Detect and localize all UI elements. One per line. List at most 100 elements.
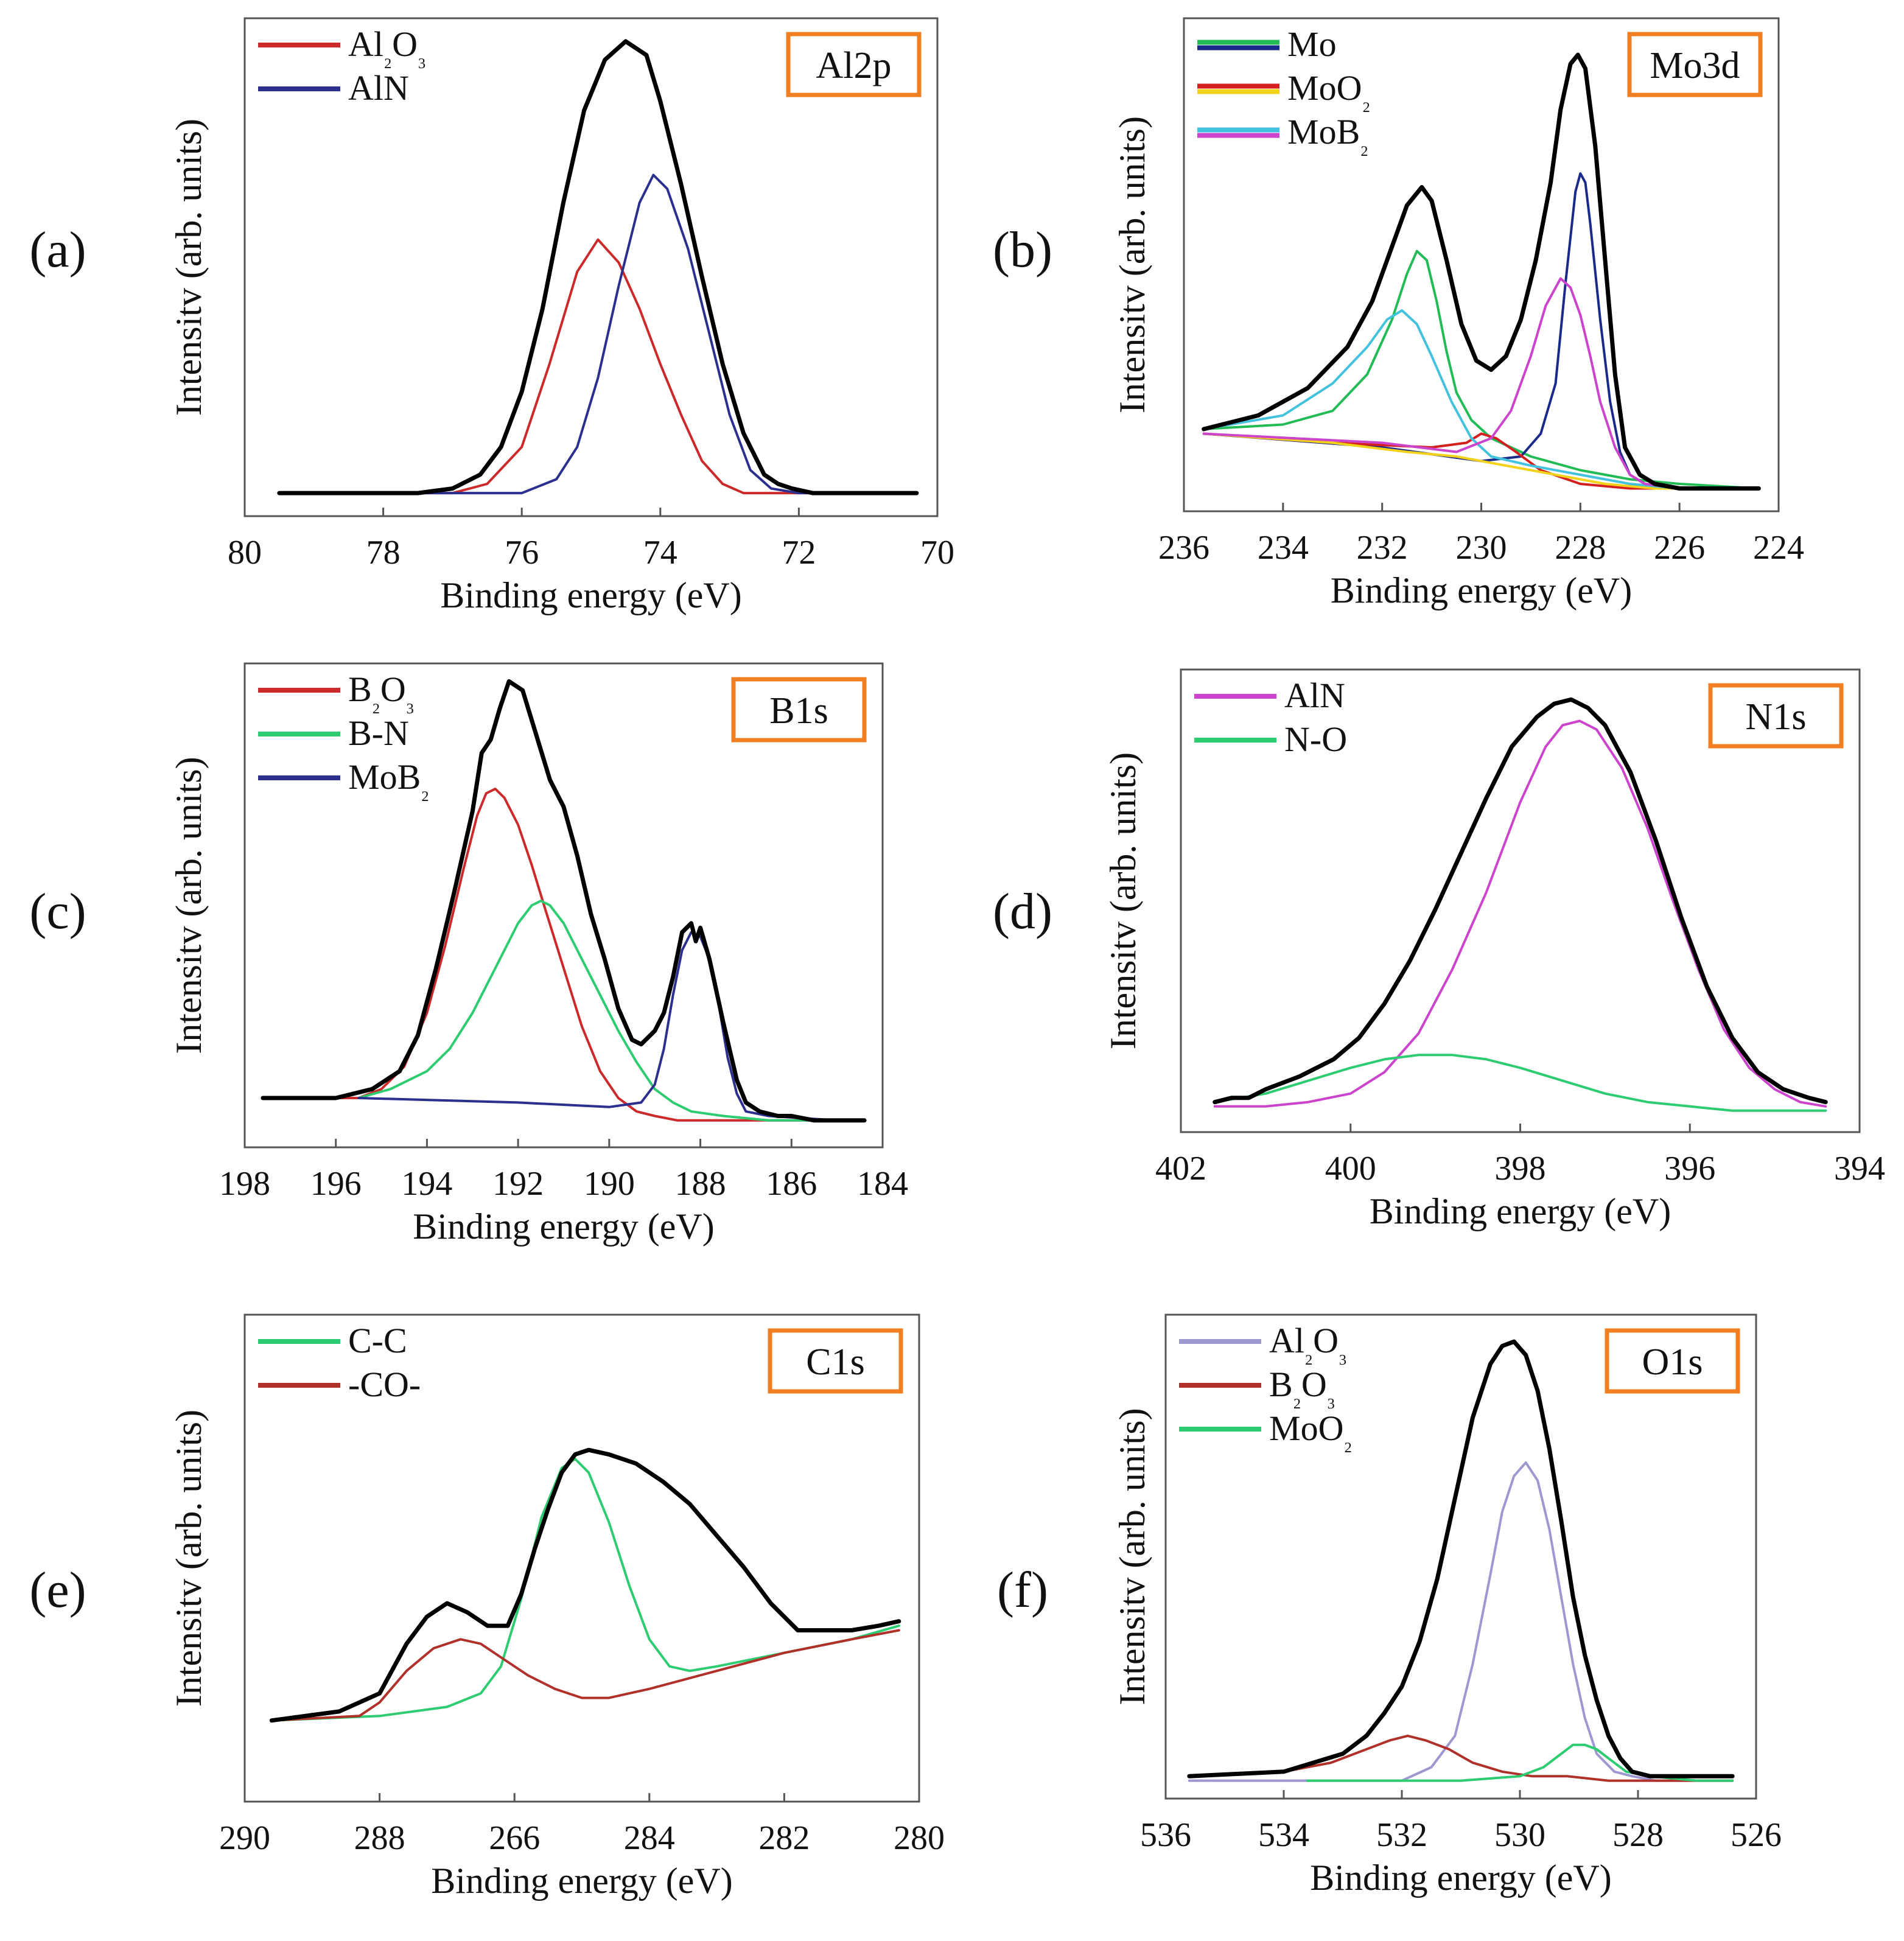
- plot-frame: [243, 662, 884, 1149]
- x-tick-label: 530: [1494, 1816, 1545, 1854]
- x-axis-label: Binding energy (eV): [1370, 1191, 1671, 1231]
- y-axis-label: Intensitv (arb. units): [169, 119, 209, 416]
- x-tick-label: 198: [219, 1165, 270, 1203]
- region-badge: [768, 1328, 903, 1394]
- x-tick-label: 532: [1376, 1816, 1427, 1854]
- legend-entry-label: MoB₂​: [1287, 112, 1368, 156]
- legend-entry-label: B₂​O₃​: [1269, 1365, 1335, 1409]
- panel-letter: (c): [29, 883, 86, 940]
- legend-entry-label: Al₂​O₃​: [348, 24, 426, 69]
- region-badge: [731, 677, 867, 743]
- region-badge-label: O1s: [1642, 1341, 1703, 1383]
- plot-frame: [243, 1313, 920, 1803]
- x-tick-label: 188: [675, 1165, 726, 1203]
- region-badge-label: C1s: [806, 1341, 864, 1383]
- legend-entry-label: Al₂​O₃​: [1269, 1321, 1347, 1365]
- x-tick-label: 282: [758, 1819, 810, 1857]
- component-line: [1213, 719, 1827, 1108]
- component-line: [1202, 432, 1760, 490]
- legend-entry-label: B-N: [348, 713, 409, 753]
- x-tick-label: 280: [894, 1819, 945, 1857]
- component-line: [270, 1629, 900, 1722]
- x-axis-label: Binding energy (eV): [440, 575, 741, 615]
- component-line: [1202, 309, 1760, 490]
- x-tick-label: 184: [857, 1165, 908, 1203]
- component-line: [357, 900, 866, 1122]
- component-line: [1202, 277, 1760, 490]
- x-tick-label: 528: [1612, 1816, 1664, 1854]
- component-line: [1213, 1054, 1827, 1112]
- x-tick-label: 526: [1731, 1816, 1782, 1854]
- x-tick-label: 236: [1158, 529, 1209, 567]
- x-axis-label: Binding energy (eV): [1331, 570, 1632, 610]
- y-axis-label: Intensitv (arb. units): [1103, 752, 1143, 1049]
- region-badge: [786, 32, 922, 97]
- envelope-line: [277, 39, 919, 495]
- legend-entry-label: C-C: [348, 1321, 407, 1360]
- component-line: [270, 1458, 900, 1722]
- panel-letter: (b): [993, 222, 1052, 278]
- envelope-line: [1213, 697, 1828, 1105]
- legend-entry-label: N-O: [1284, 719, 1347, 759]
- x-tick-label: 398: [1495, 1150, 1546, 1187]
- x-tick-label: 78: [366, 534, 401, 572]
- x-tick-label: 394: [1834, 1150, 1885, 1187]
- legend-entry-label: Mo: [1287, 24, 1337, 64]
- envelope-line: [269, 1447, 901, 1723]
- legend-entry-label: AlN: [348, 68, 409, 108]
- x-tick-label: 194: [401, 1165, 452, 1203]
- panel-c1s: 290 288 266 284 282 280 Binding energy (eV) Int…: [29, 1313, 945, 1901]
- component-line: [1188, 1734, 1734, 1782]
- panel-letter: (f): [997, 1562, 1048, 1618]
- x-tick-label: 72: [782, 534, 816, 572]
- plot-frame: [243, 17, 939, 517]
- panel-letter: (e): [29, 1562, 86, 1618]
- x-tick-label: 290: [219, 1819, 270, 1857]
- region-badge-label: N1s: [1746, 696, 1807, 738]
- region-badge-label: Al2p: [816, 45, 892, 86]
- component-line: [278, 238, 918, 495]
- x-tick-label: 186: [766, 1165, 817, 1203]
- region-badge: [1605, 1328, 1740, 1394]
- panel-letter: (a): [29, 222, 86, 278]
- panel-o1s: 536 534 532 530 528 526 Binding energy (eV) Int…: [997, 1313, 1782, 1898]
- x-tick-label: 288: [354, 1819, 405, 1857]
- x-tick-label: 230: [1456, 529, 1507, 567]
- envelope-line: [1187, 1339, 1735, 1778]
- panel-n1s: 402 400 398 396 394 Binding energy (eV) Intens…: [993, 668, 1885, 1231]
- component-line: [278, 173, 918, 495]
- x-tick-label: 534: [1258, 1816, 1309, 1854]
- x-tick-label: 224: [1753, 529, 1804, 567]
- x-axis-label: Binding energy (eV): [1310, 1858, 1611, 1898]
- x-tick-label: 192: [492, 1165, 544, 1203]
- x-tick-label: 400: [1325, 1150, 1376, 1187]
- x-tick-label: 232: [1357, 529, 1408, 567]
- x-tick-label: 80: [228, 534, 262, 572]
- y-axis-label: Intensitv (arb. units): [1112, 116, 1152, 413]
- x-tick-label: 402: [1155, 1150, 1206, 1187]
- envelope-line: [1202, 52, 1761, 491]
- x-tick-label: 234: [1258, 529, 1309, 567]
- plot-frame: [1164, 1313, 1757, 1800]
- x-tick-label: 190: [584, 1165, 635, 1203]
- x-tick-label: 228: [1555, 529, 1606, 567]
- x-tick-label: 396: [1664, 1150, 1715, 1187]
- legend-entry-label: MoO₂​: [1269, 1408, 1353, 1453]
- x-tick-label: 284: [624, 1819, 675, 1857]
- region-badge-label: Mo3d: [1650, 45, 1740, 86]
- y-axis-label: Intensitv (arb. units): [1112, 1408, 1152, 1705]
- component-line: [1188, 1461, 1734, 1782]
- x-tick-label: 266: [489, 1819, 540, 1857]
- region-badge-label: B1s: [769, 690, 828, 732]
- x-tick-label: 76: [505, 534, 539, 572]
- legend-entry-label: -CO-: [348, 1365, 421, 1404]
- legend-entry-label: MoO₂​: [1287, 68, 1371, 113]
- legend-entry-label: B₂​O₃​: [348, 670, 415, 714]
- y-axis-label: Intensitv (arb. units): [169, 757, 209, 1054]
- panel-letter: (d): [993, 883, 1052, 940]
- envelope-line: [261, 679, 867, 1123]
- x-tick-label: 536: [1140, 1816, 1191, 1854]
- x-tick-label: 70: [920, 534, 954, 572]
